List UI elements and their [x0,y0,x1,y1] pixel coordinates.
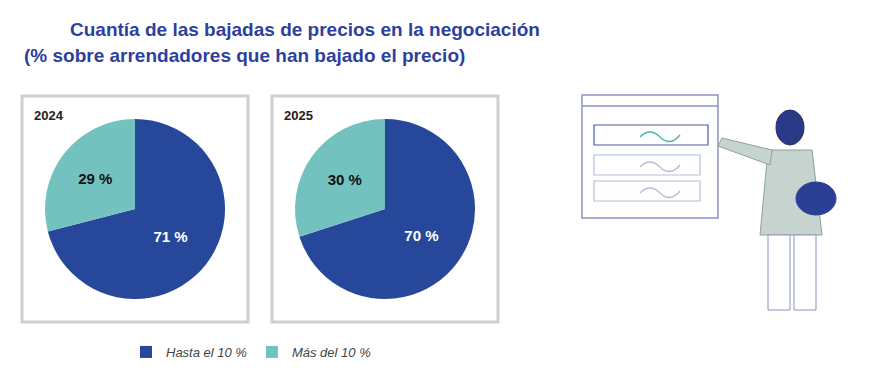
svg-text:Hasta el 10 %: Hasta el 10 % [166,345,247,360]
svg-text:2024: 2024 [34,108,64,123]
svg-text:30 %: 30 % [328,171,362,188]
svg-text:Cuantía de las bajadas de prec: Cuantía de las bajadas de precios en la … [70,19,540,40]
svg-text:2025: 2025 [284,108,313,123]
svg-text:Más del 10 %: Más del 10 % [292,345,371,360]
svg-text:71 %: 71 % [153,228,187,245]
svg-text:(% sobre arrendadores que han: (% sobre arrendadores que han bajado el … [24,45,465,66]
svg-text:29 %: 29 % [78,170,112,187]
svg-text:70 %: 70 % [404,227,438,244]
